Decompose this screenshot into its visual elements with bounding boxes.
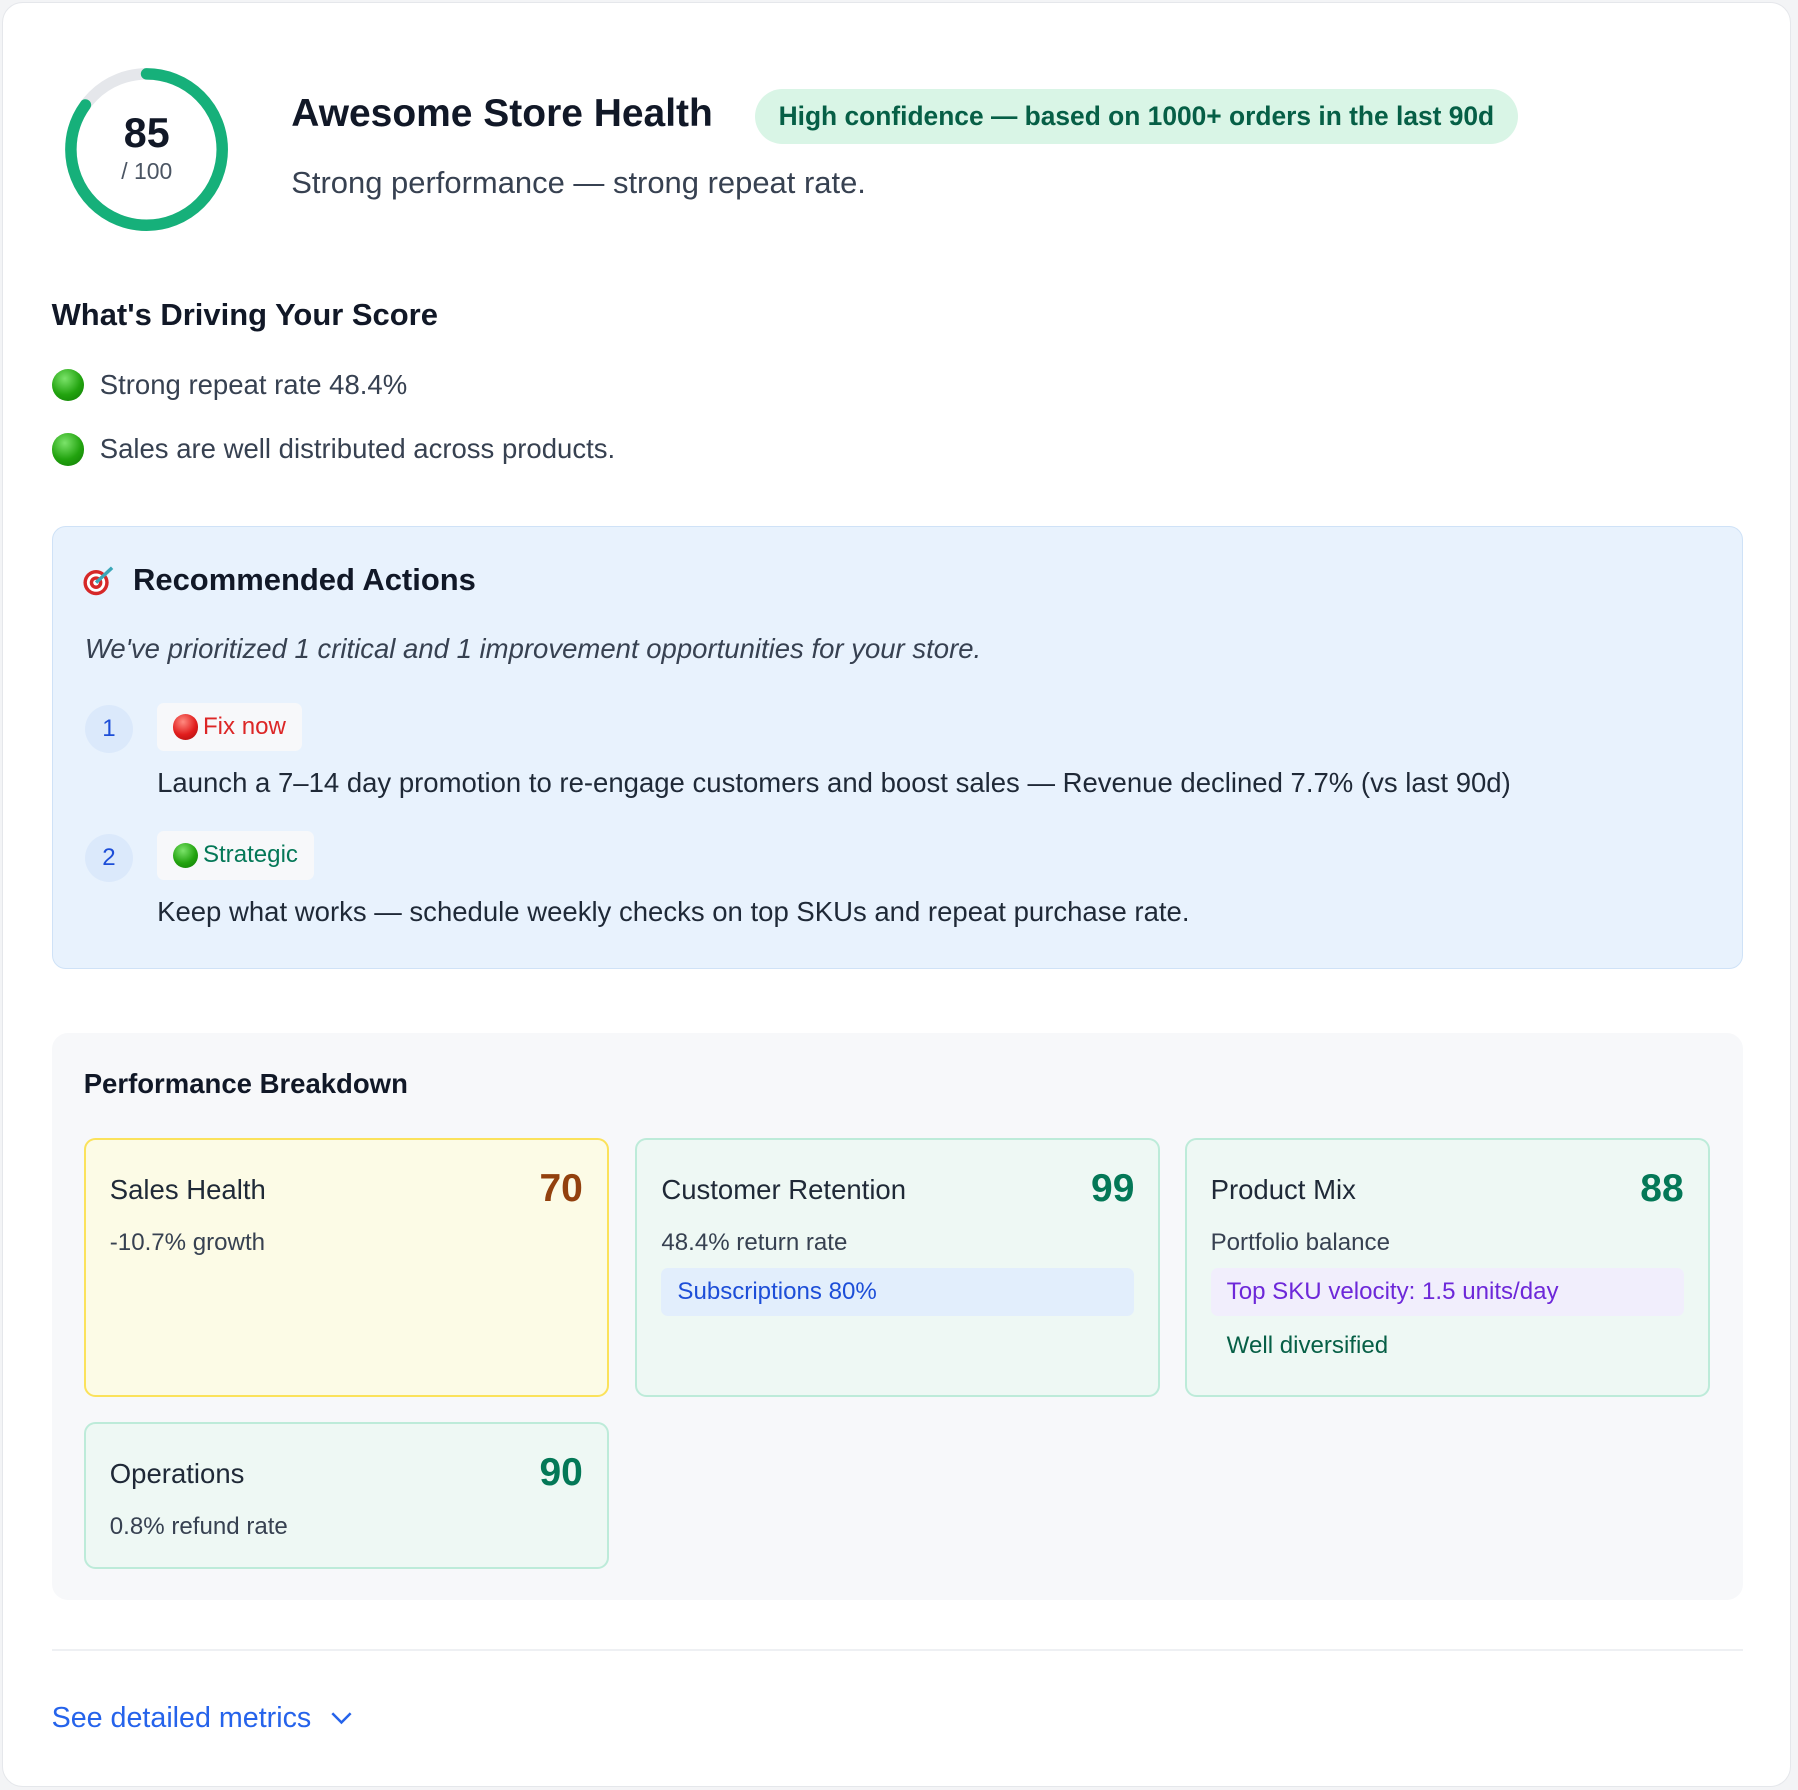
metric-detail: -10.7% growth — [109, 1228, 266, 1256]
metric-card-product-mix: Product Mix 88 Portfolio balance Top SKU… — [1184, 1137, 1710, 1397]
metric-card-operations: Operations 90 0.8% refund rate — [83, 1421, 609, 1569]
link-label: See detailed metrics — [51, 1701, 312, 1734]
metric-score: 70 — [539, 1167, 583, 1211]
score-ring — [65, 67, 229, 231]
page-title: Awesome Store Health — [291, 91, 713, 135]
subscriptions-chip: Subscriptions 80% — [661, 1267, 1135, 1317]
chevron-down-icon — [330, 1712, 352, 1725]
recommended-actions-description: We've prioritized 1 critical and 1 impro… — [84, 632, 982, 664]
driver-item: Sales are well distributed across produc… — [51, 433, 616, 466]
action-text: Keep what works — schedule weekly checks… — [157, 895, 1190, 927]
metric-detail: 0.8% refund rate — [109, 1513, 288, 1541]
driver-item: Strong repeat rate 48.4% — [51, 369, 408, 402]
direct-hit-target-icon — [83, 566, 114, 596]
metric-name: Product Mix — [1210, 1173, 1356, 1205]
green-circle-icon — [51, 369, 84, 402]
recommended-actions-heading: Recommended Actions — [133, 562, 476, 598]
green-circle-icon — [173, 842, 199, 869]
tag-label: Strategic — [202, 841, 298, 869]
metric-name: Customer Retention — [661, 1173, 907, 1205]
green-circle-icon — [51, 433, 84, 466]
strategic-tag: Strategic — [157, 831, 315, 880]
fix-now-tag: Fix now — [157, 702, 302, 752]
driver-text: Strong repeat rate 48.4% — [99, 369, 408, 401]
recommended-actions-title: Recommended Actions — [80, 562, 476, 599]
confidence-badge: High confidence — based on 1000+ orders … — [754, 89, 1519, 145]
action-number: 1 — [84, 705, 133, 754]
red-circle-icon — [173, 714, 199, 740]
performance-breakdown-title: Performance Breakdown — [83, 1067, 408, 1099]
action-text: Launch a 7–14 day promotion to re-engage… — [157, 767, 1511, 799]
metric-detail: Portfolio balance — [1210, 1228, 1390, 1256]
metric-score: 99 — [1091, 1167, 1135, 1211]
metric-score: 90 — [539, 1451, 583, 1495]
score-max: / 100 — [121, 158, 173, 185]
page-subtitle: Strong performance — strong repeat rate. — [291, 165, 866, 201]
metric-score: 88 — [1640, 1167, 1684, 1211]
metric-note: Well diversified — [1226, 1332, 1389, 1360]
metric-name: Operations — [109, 1458, 245, 1490]
drivers-heading: What's Driving Your Score — [51, 296, 438, 332]
sku-velocity-chip: Top SKU velocity: 1.5 units/day — [1210, 1267, 1684, 1317]
score-ring-progress — [65, 67, 229, 231]
action-number: 2 — [84, 833, 133, 882]
metric-name: Sales Health — [109, 1173, 266, 1205]
tag-label: Fix now — [202, 712, 286, 740]
see-detailed-metrics-link[interactable]: See detailed metrics — [52, 1702, 353, 1735]
metric-card-sales-health: Sales Health 70 -10.7% growth — [83, 1137, 609, 1397]
driver-text: Sales are well distributed across produc… — [99, 433, 616, 465]
recommended-actions-panel — [51, 526, 1743, 969]
metric-detail: 48.4% return rate — [661, 1228, 848, 1256]
metric-card-customer-retention: Customer Retention 99 48.4% return rate … — [635, 1137, 1161, 1397]
divider — [51, 1648, 1743, 1652]
score-value: 85 — [123, 110, 170, 157]
